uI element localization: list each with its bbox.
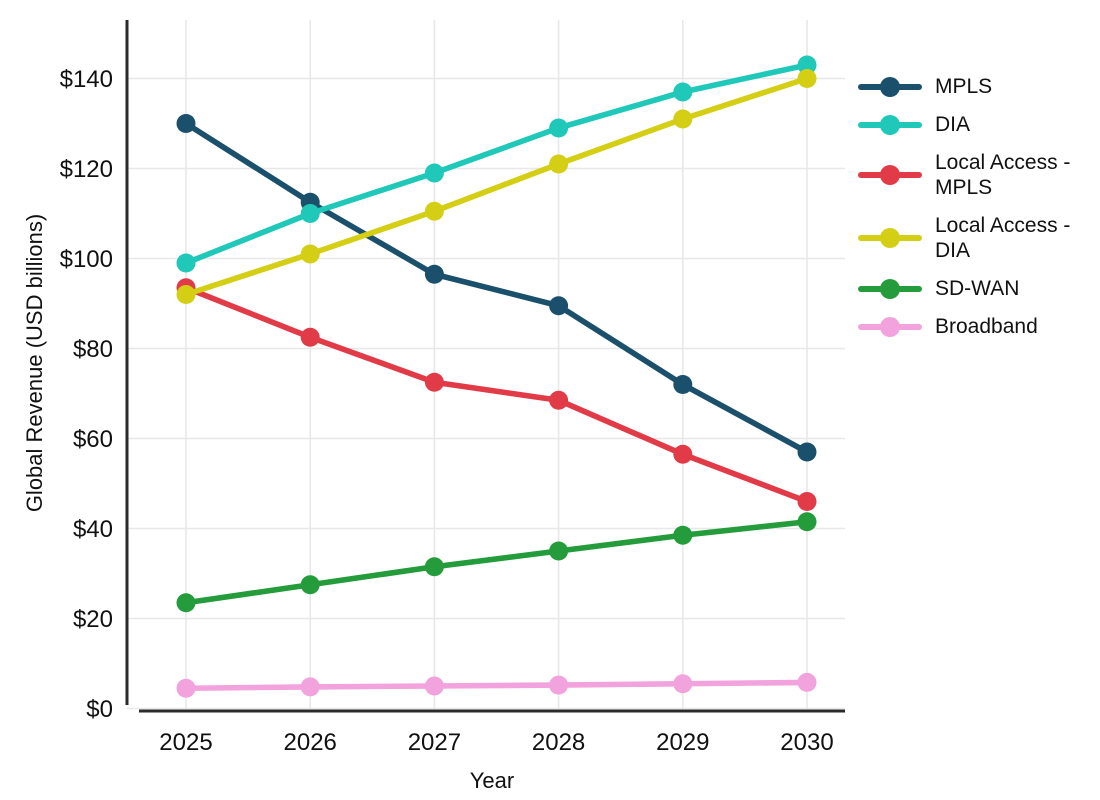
series-point [797,512,817,532]
series-point [176,114,196,133]
series-point [549,541,569,561]
legend-swatch-dot [880,76,900,97]
legend-item: Local Access - MPLS [858,150,1070,200]
series-point [797,672,817,692]
y-tick-label: $120 [60,156,113,183]
series-point [549,390,569,410]
series-point [673,375,693,394]
series-point [424,676,444,696]
legend-swatch-dot [880,165,900,185]
legend-label: Broadband [935,315,1038,338]
y-tick-label: $40 [73,516,113,543]
legend-item: SD-WAN [858,276,1070,301]
series-line-mpls [183,120,810,455]
y-tick-label: $20 [73,606,113,633]
y-axis-title: Global Revenue (USD billions) [22,213,47,513]
series-point [176,593,196,613]
legend-label: SD-WAN [935,277,1020,300]
series-point [300,327,320,347]
legend-swatch [858,165,922,185]
legend-swatch-dot [880,228,900,248]
legend-item: DIA [858,112,1070,137]
series-point [549,118,569,138]
y-tick-label: $140 [60,66,113,93]
y-tick-label: $60 [73,426,113,453]
series-point [176,253,196,273]
x-tick-label: 2025 [159,729,212,756]
legend-swatch-dot [880,278,900,299]
series-point [300,677,320,697]
series-point [797,442,817,462]
legend-swatch [858,114,922,135]
series-point [176,678,196,698]
series-point [424,264,444,284]
y-tick-label: $0 [86,696,113,723]
series-point [797,69,817,88]
legend-swatch-dot [880,316,900,337]
series-point [673,525,693,545]
x-tick-label: 2026 [284,729,337,756]
legend-item: MPLS [858,74,1070,99]
x-axis-title: Year [469,768,515,793]
series-point [300,575,320,595]
series-point [797,55,817,75]
series-point [673,674,693,694]
series-point [549,296,569,316]
series-point [424,163,444,183]
series-line-dia [183,62,810,266]
legend-item: Broadband [858,314,1070,339]
series-point [673,444,693,464]
legend-item: Local Access - DIA [858,213,1070,263]
legend-swatch [858,316,922,337]
x-tick-label: 2028 [532,729,585,756]
series-point [176,285,196,304]
x-tick-label: 2030 [780,729,833,756]
series-point [300,204,320,223]
series-point [549,675,569,695]
series-point [424,372,444,392]
legend-swatch [858,228,922,248]
legend-label: Local Access - DIA [935,214,1071,262]
y-tick-label: $100 [60,246,113,273]
series-point [549,154,569,174]
series-point [673,109,693,129]
chart-legend: MPLS DIA Local Access - MPLS Local Access -… [858,74,1070,339]
series-line-local-access-dia [183,75,810,298]
x-tick-label: 2029 [656,729,709,756]
series-point [673,82,693,102]
legend-swatch [858,76,922,97]
series-point [300,244,320,264]
legend-label: DIA [935,113,971,136]
x-tick-label: 2027 [408,729,461,756]
y-tick-label: $80 [73,336,113,363]
series-point [424,201,444,221]
legend-label: MPLS [935,75,993,98]
legend-label: Local Access - MPLS [935,151,1071,199]
legend-swatch-dot [880,114,900,135]
series-point [424,557,444,577]
series-line-local-access-mpls [183,284,810,505]
series-line-sd-wan [183,518,810,606]
series-line-broadband [183,679,810,692]
series-point [797,492,817,511]
legend-swatch [858,278,922,299]
